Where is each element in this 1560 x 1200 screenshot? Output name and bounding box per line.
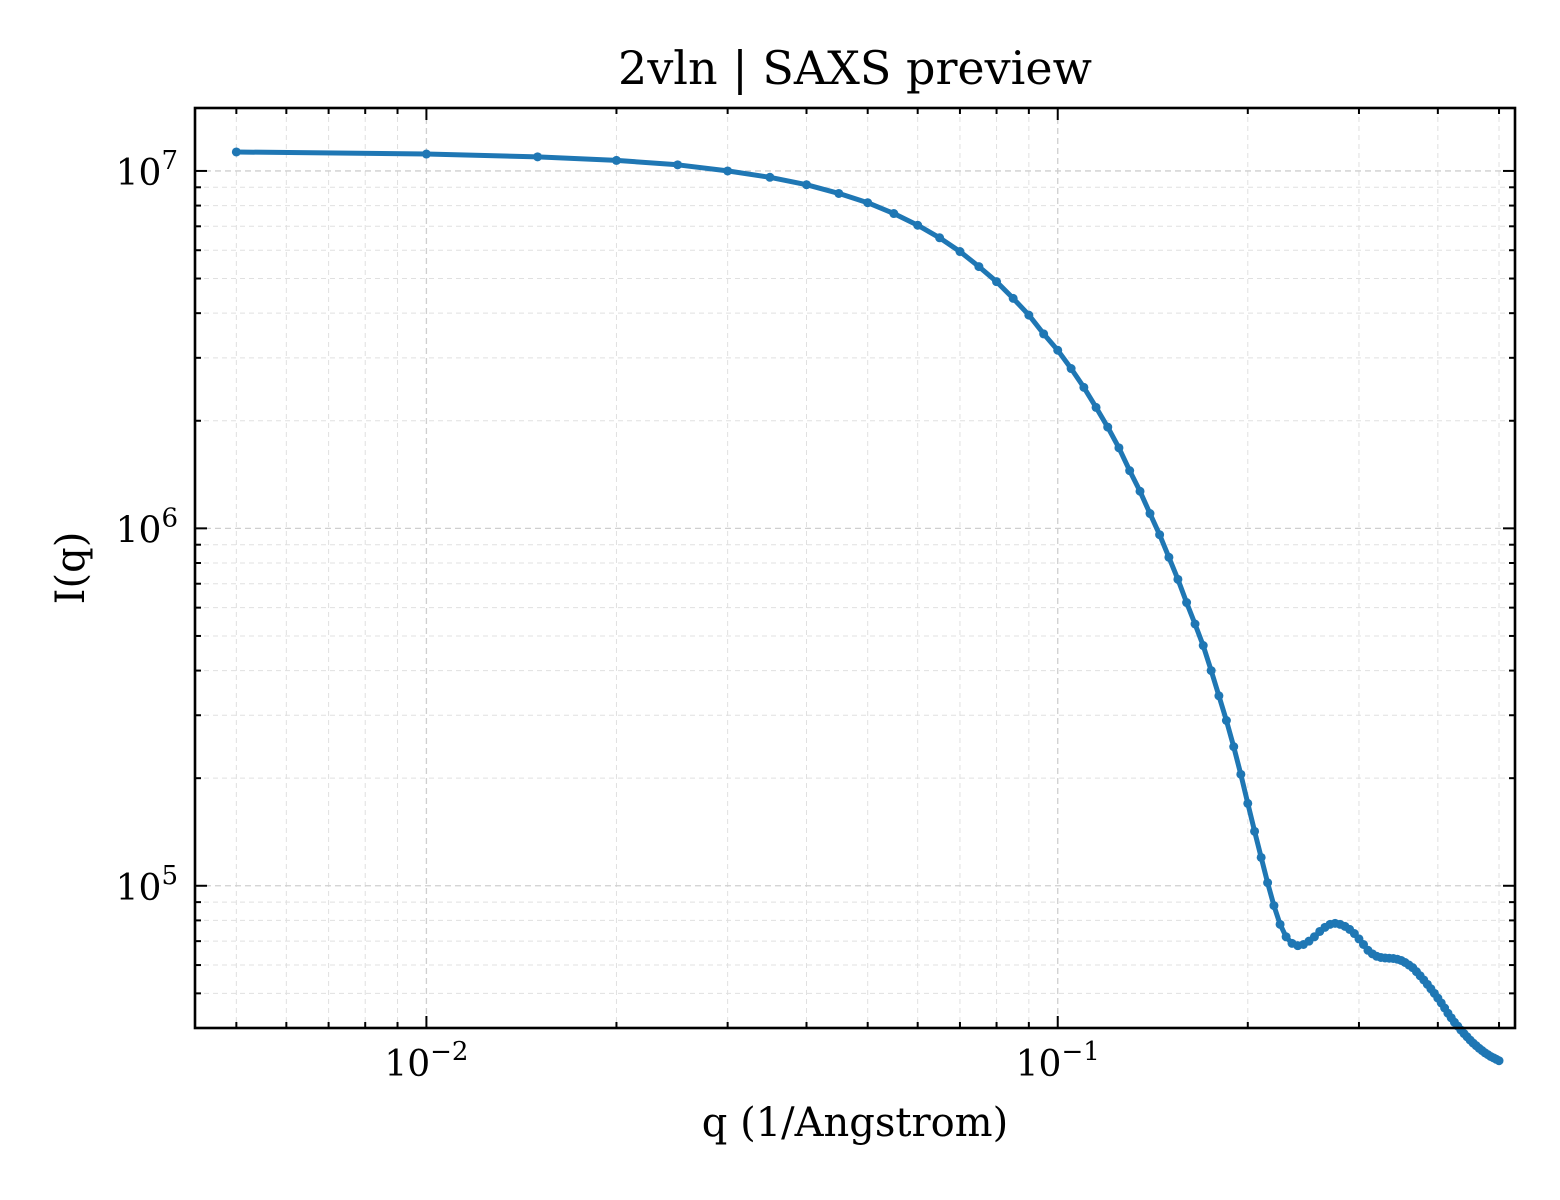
- data-point: [1053, 345, 1063, 355]
- data-point: [1250, 826, 1260, 836]
- data-point: [1198, 641, 1208, 651]
- data-point: [992, 277, 1002, 287]
- series-layer: [231, 147, 1504, 1066]
- data-point: [1066, 364, 1076, 374]
- x-tick-label: 10−1: [1016, 1037, 1100, 1085]
- data-point: [1229, 742, 1239, 752]
- data-point: [611, 155, 621, 165]
- data-point: [1114, 443, 1124, 453]
- data-point: [889, 209, 899, 219]
- data-point: [723, 166, 733, 176]
- data-point: [1269, 901, 1279, 911]
- data-point: [955, 247, 965, 257]
- axis-ticks: [195, 108, 1515, 1029]
- data-point: [1494, 1056, 1504, 1066]
- plot-frame: [193, 106, 1517, 1030]
- data-point: [1103, 422, 1113, 432]
- y-tick-label: 105: [116, 861, 178, 909]
- data-point: [1263, 878, 1273, 888]
- chart-title: 2vln | SAXS preview: [618, 41, 1092, 95]
- data-point: [1275, 919, 1285, 929]
- grid: [195, 108, 1515, 1029]
- data-point: [1164, 552, 1174, 562]
- data-point: [673, 160, 683, 170]
- data-point: [421, 149, 431, 159]
- data-point: [1236, 769, 1246, 779]
- data-point: [913, 220, 923, 230]
- data-point: [1155, 530, 1165, 540]
- data-point: [1091, 402, 1101, 412]
- data-point: [1135, 486, 1145, 496]
- data-point: [1024, 310, 1034, 320]
- data-point: [1190, 619, 1200, 629]
- data-point: [1182, 598, 1192, 608]
- data-point: [231, 147, 241, 157]
- data-point: [935, 233, 945, 243]
- y-tick-label: 107: [116, 146, 178, 194]
- data-point: [1173, 574, 1183, 584]
- data-point: [802, 180, 812, 190]
- data-point: [863, 198, 873, 208]
- y-axis-label: I(q): [48, 532, 94, 605]
- data-point: [1145, 509, 1155, 519]
- data-point: [1256, 852, 1266, 862]
- data-point: [1221, 716, 1231, 726]
- data-point: [533, 152, 543, 162]
- tick-labels: 10−2 10−1 105 106 107: [116, 146, 1100, 1085]
- data-point: [1125, 466, 1135, 476]
- data-point: [765, 172, 775, 182]
- data-point: [1243, 798, 1253, 808]
- data-point: [1281, 932, 1291, 942]
- data-point: [1206, 666, 1216, 676]
- y-tick-label: 106: [116, 503, 178, 551]
- data-point: [974, 262, 984, 272]
- data-point: [1008, 293, 1018, 303]
- x-tick-label: 10−2: [384, 1037, 468, 1085]
- data-point: [1039, 329, 1049, 339]
- data-point: [834, 188, 844, 198]
- data-point: [1214, 691, 1224, 701]
- data-point: [1079, 382, 1089, 392]
- x-axis-label: q (1/Angstrom): [702, 1100, 1008, 1146]
